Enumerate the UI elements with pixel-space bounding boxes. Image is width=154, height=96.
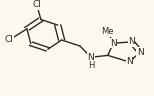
Text: N: N (110, 39, 117, 48)
Text: N: N (128, 37, 135, 46)
Text: N: N (87, 53, 94, 62)
Text: N: N (137, 48, 144, 57)
Text: H: H (88, 61, 94, 70)
Text: Cl: Cl (5, 36, 14, 44)
Text: Me: Me (101, 27, 114, 36)
Text: N: N (126, 57, 133, 66)
Text: Cl: Cl (32, 0, 41, 10)
